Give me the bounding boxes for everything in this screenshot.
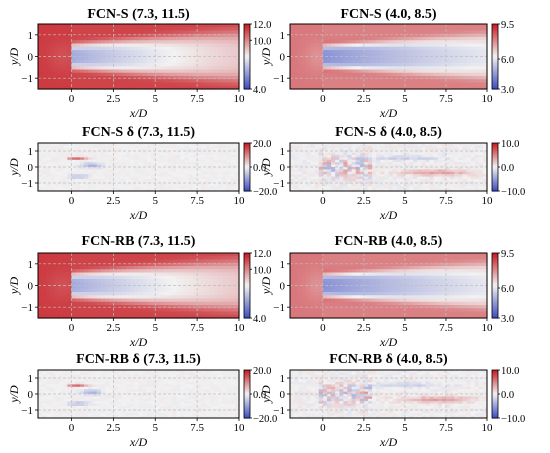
colorbar-tick-label: 0.0 bbox=[501, 163, 514, 174]
x-axis-label: x/D bbox=[379, 208, 398, 222]
colorbar-tick-label: 20.0 bbox=[253, 139, 271, 150]
y-tick-label: −1 bbox=[21, 73, 33, 85]
y-axis-label: y/D bbox=[259, 48, 273, 67]
x-tick-label: 0 bbox=[320, 93, 326, 105]
y-tick-label: −1 bbox=[21, 178, 33, 190]
x-tick-label: 10 bbox=[234, 93, 246, 105]
x-tick-label: 2.5 bbox=[357, 93, 371, 105]
y-axis-label: y/D bbox=[259, 158, 273, 177]
y-tick-label: 1 bbox=[28, 146, 34, 158]
subplot-1: FCN-S (7.3, 11.5)0 2.5 5 7.5 1010−1x/Dy/D12.… bbox=[7, 7, 271, 120]
y-tick-label: −1 bbox=[273, 178, 285, 190]
x-tick-label: 5 bbox=[402, 195, 408, 207]
subplot-3: FCN-S δ (7.3, 11.5)0 2.5 5 7.5 1010−1x/Dy/D2… bbox=[7, 125, 277, 222]
x-axis-label: x/D bbox=[379, 106, 398, 120]
y-tick-label: 0 bbox=[280, 162, 286, 174]
x-tick-label: 10 bbox=[482, 93, 494, 105]
x-tick-label: 10 bbox=[234, 195, 246, 207]
x-tick-label: 7.5 bbox=[190, 195, 204, 207]
y-tick-label: 1 bbox=[28, 30, 34, 42]
x-axis-label: x/D bbox=[129, 208, 148, 222]
x-tick-label: 7.5 bbox=[439, 195, 453, 207]
y-axis-label: y/D bbox=[7, 158, 21, 177]
subplot-title: FCN-S δ (7.3, 11.5) bbox=[82, 125, 195, 140]
colorbar-tick-label: 6.0 bbox=[501, 55, 514, 66]
x-tick-label: 5 bbox=[402, 93, 408, 105]
colorbar-tick-label: 9.5 bbox=[501, 20, 514, 31]
colorbar-tick-label: 12.0 bbox=[253, 20, 271, 31]
x-tick-label: 2.5 bbox=[107, 93, 121, 105]
subplot-4: FCN-S δ (4.0, 8.5)0 2.5 5 7.5 1010−1x/Dy/D10… bbox=[259, 125, 525, 222]
x-tick-label: 0 bbox=[320, 195, 326, 207]
colorbar-tick-label: 10.0 bbox=[253, 36, 271, 47]
y-tick-label: 1 bbox=[280, 146, 286, 158]
colorbar-tick-label: −10.0 bbox=[501, 187, 525, 198]
x-tick-label: 0 bbox=[69, 195, 75, 207]
x-tick-label: 5 bbox=[153, 195, 159, 207]
subplot-title: FCN-S δ (4.0, 8.5) bbox=[335, 125, 442, 140]
subplot-2: FCN-S (4.0, 8.5)0 2.5 5 7.5 1010−1x/Dy/D9.56… bbox=[259, 7, 514, 120]
y-tick-label: −1 bbox=[273, 73, 285, 85]
y-tick-label: 0 bbox=[28, 52, 34, 64]
x-tick-label: 2.5 bbox=[107, 195, 121, 207]
x-tick-label: 7.5 bbox=[439, 93, 453, 105]
y-tick-label: 0 bbox=[28, 162, 34, 174]
x-tick-label: 2.5 bbox=[357, 195, 371, 207]
colorbar-tick-label: 4.0 bbox=[253, 85, 266, 96]
x-tick-label: 7.5 bbox=[190, 93, 204, 105]
colorbar: 9.5 6.0 3.0 bbox=[492, 20, 514, 96]
subplot-title: FCN-RB (7.3, 11.5) bbox=[82, 234, 196, 249]
x-tick-label: 10 bbox=[482, 195, 494, 207]
subplot-title: FCN-S (7.3, 11.5) bbox=[87, 7, 190, 22]
subplot-5: FCN-RB (7.3, 11.5)0 2.5 5 7.5 1010−1x/Dy/D12… bbox=[7, 234, 271, 349]
colorbar-tick-label: 10.0 bbox=[501, 139, 519, 150]
colorbar-tick-label: 3.0 bbox=[501, 85, 514, 96]
y-tick-label: 0 bbox=[280, 52, 286, 64]
x-tick-label: 0 bbox=[69, 93, 75, 105]
y-tick-label: 1 bbox=[280, 30, 286, 42]
colorbar: 10.0 0.0 −10.0 bbox=[492, 139, 525, 198]
x-tick-label: 5 bbox=[153, 93, 159, 105]
y-axis-label: y/D bbox=[7, 48, 21, 67]
subplot-title: FCN-S (4.0, 8.5) bbox=[340, 7, 436, 22]
x-axis-label: x/D bbox=[129, 106, 148, 120]
